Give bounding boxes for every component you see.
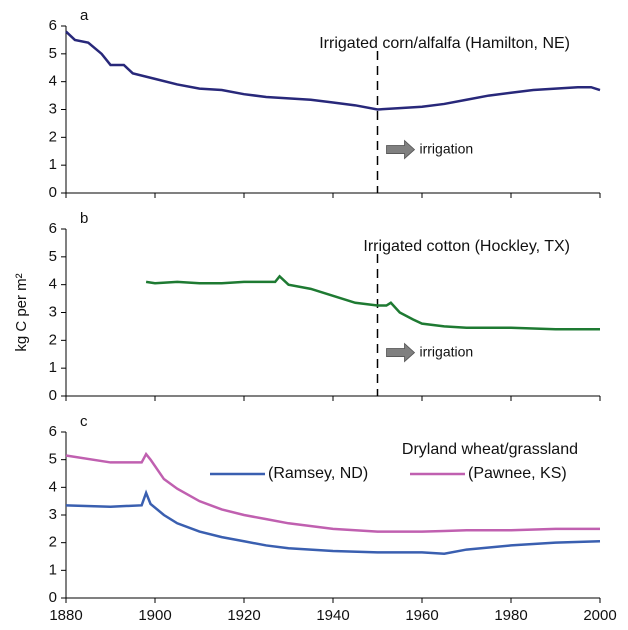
y-tick-label: 3 (49, 303, 57, 320)
y-tick-label: 2 (49, 534, 57, 551)
x-tick-label: 1880 (49, 607, 82, 624)
panel-label: b (80, 210, 88, 227)
annotation: irrigation (420, 343, 474, 359)
panel-label: c (80, 413, 88, 430)
arrow (386, 139, 416, 160)
arrow (386, 342, 416, 363)
y-axis-label: kg C per m² (13, 273, 30, 351)
panel-title: Irrigated cotton (Hockley, TX) (363, 238, 570, 255)
y-tick-label: 5 (49, 451, 57, 468)
y-tick-label: 4 (49, 276, 57, 293)
y-tick-label: 4 (49, 73, 57, 90)
y-tick-label: 0 (49, 184, 57, 201)
y-tick-label: 4 (49, 478, 57, 495)
y-tick-label: 3 (49, 100, 57, 117)
data-line (145, 274, 600, 331)
annotation: irrigation (420, 140, 474, 156)
data-line (65, 451, 600, 533)
y-tick-label: 0 (49, 387, 57, 404)
y-tick-label: 2 (49, 331, 57, 348)
panel-title: Dryland wheat/grassland (402, 441, 578, 458)
y-tick-label: 1 (49, 561, 57, 578)
y-tick-label: 5 (49, 45, 57, 62)
y-tick-label: 6 (49, 220, 57, 237)
data-line (65, 489, 601, 555)
y-tick-label: 1 (49, 156, 57, 173)
legend-label: (Ramsey, ND) (268, 465, 368, 482)
x-tick-label: 1980 (494, 607, 527, 624)
y-tick-label: 2 (49, 128, 57, 145)
y-tick-label: 3 (49, 506, 57, 523)
y-tick-label: 6 (49, 423, 57, 440)
panel-title: Irrigated corn/alfalfa (Hamilton, NE) (319, 35, 570, 52)
y-tick-label: 5 (49, 248, 57, 265)
y-tick-label: 1 (49, 359, 57, 376)
x-tick-label: 1920 (227, 607, 260, 624)
x-tick-label: 1960 (405, 607, 438, 624)
x-tick-label: 1900 (138, 607, 171, 624)
y-tick-label: 0 (49, 589, 57, 606)
y-tick-label: 6 (49, 17, 57, 34)
x-tick-label: 2000 (583, 607, 616, 624)
data-line (65, 30, 601, 111)
panel-label: a (80, 7, 89, 24)
x-tick-label: 1940 (316, 607, 349, 624)
legend-label: (Pawnee, KS) (468, 465, 567, 482)
